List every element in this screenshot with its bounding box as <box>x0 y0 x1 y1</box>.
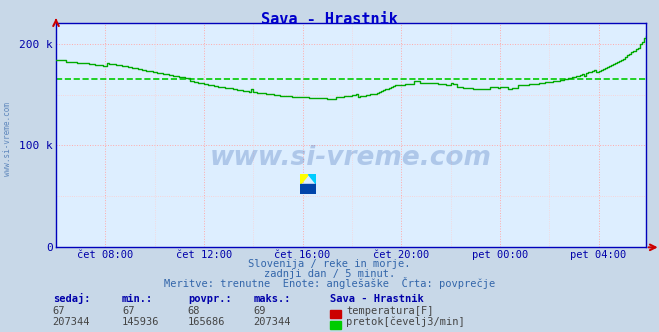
Text: www.si-vreme.com: www.si-vreme.com <box>210 145 492 171</box>
Text: 67: 67 <box>122 306 134 316</box>
Text: 145936: 145936 <box>122 317 159 327</box>
Text: maks.:: maks.: <box>254 294 291 304</box>
Polygon shape <box>300 184 316 194</box>
Text: www.si-vreme.com: www.si-vreme.com <box>3 103 13 176</box>
Text: zadnji dan / 5 minut.: zadnji dan / 5 minut. <box>264 269 395 279</box>
Text: 207344: 207344 <box>254 317 291 327</box>
Text: min.:: min.: <box>122 294 153 304</box>
Polygon shape <box>300 174 308 184</box>
Text: Slovenija / reke in morje.: Slovenija / reke in morje. <box>248 259 411 269</box>
Text: 69: 69 <box>254 306 266 316</box>
Text: 207344: 207344 <box>53 317 90 327</box>
Text: temperatura[F]: temperatura[F] <box>346 306 434 316</box>
Text: povpr.:: povpr.: <box>188 294 231 304</box>
Text: Sava - Hrastnik: Sava - Hrastnik <box>330 294 423 304</box>
Text: sedaj:: sedaj: <box>53 293 90 304</box>
Text: 165686: 165686 <box>188 317 225 327</box>
Polygon shape <box>308 174 316 184</box>
Text: 68: 68 <box>188 306 200 316</box>
Text: Meritve: trenutne  Enote: anglešaške  Črta: povprečje: Meritve: trenutne Enote: anglešaške Črta… <box>164 277 495 289</box>
Text: pretok[čevelj3/min]: pretok[čevelj3/min] <box>346 316 465 327</box>
Text: 67: 67 <box>53 306 65 316</box>
Text: Sava - Hrastnik: Sava - Hrastnik <box>261 12 398 27</box>
